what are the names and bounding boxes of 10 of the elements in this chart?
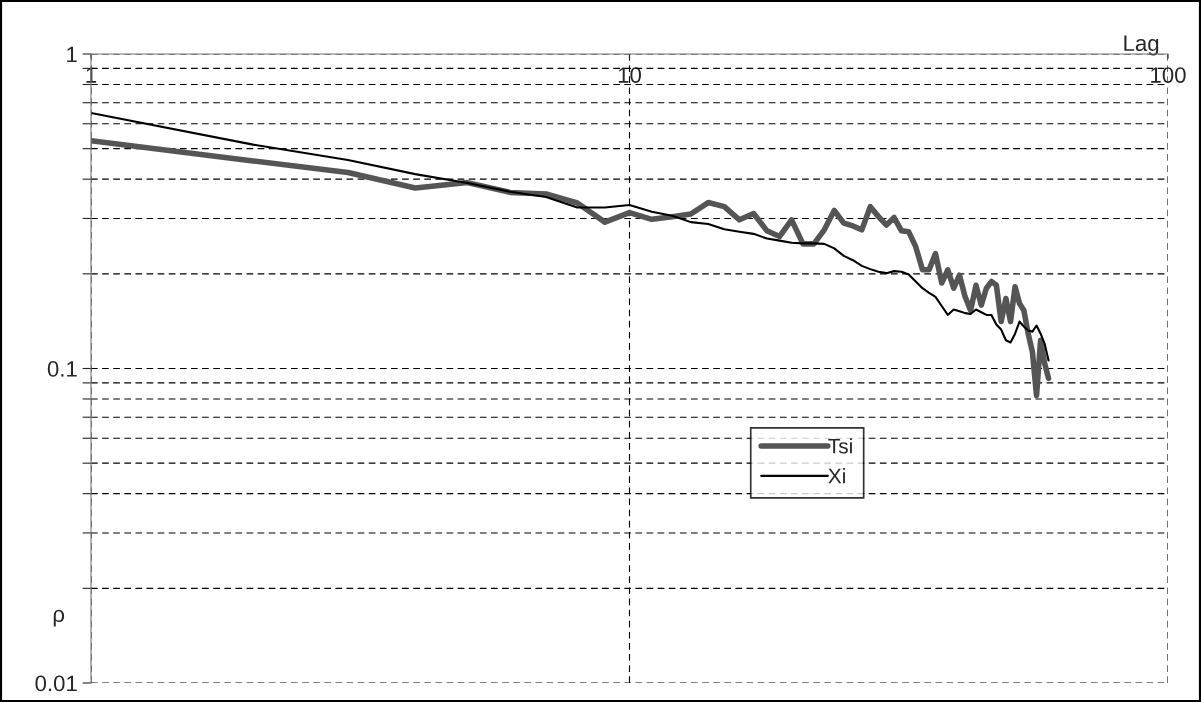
y-tick-label: 1	[67, 46, 77, 63]
y-tick-label: 0.01	[35, 675, 77, 692]
x-tick-label: 1	[86, 67, 97, 83]
x-axis-title: Lag	[1124, 35, 1159, 56]
y-tick-label: 0.1	[47, 361, 77, 377]
legend-label: Xi	[828, 468, 845, 484]
y-axis-title: ρ	[53, 609, 65, 627]
x-tick-label: 10	[618, 67, 641, 83]
x-tick-label: 100	[1151, 67, 1186, 83]
legend-label: Tsi	[828, 438, 852, 454]
